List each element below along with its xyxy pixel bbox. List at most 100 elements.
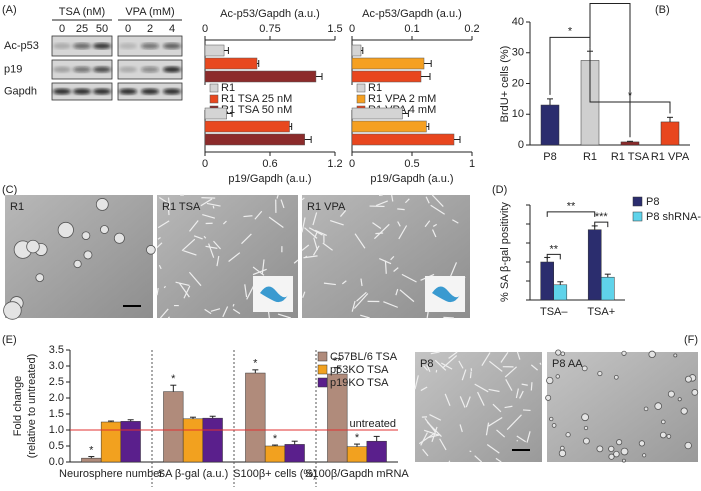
cell (642, 453, 647, 458)
cell (488, 388, 500, 393)
cell (252, 266, 265, 276)
cell (486, 443, 500, 454)
cell (495, 457, 502, 463)
cell (500, 351, 509, 363)
cell (181, 238, 196, 252)
cell (95, 198, 109, 211)
x-tick-label: 0.6 (262, 158, 277, 170)
cell (167, 316, 171, 319)
blot-band (53, 66, 71, 73)
x-tick-label: R1 (583, 151, 597, 163)
cell (430, 351, 440, 355)
y-tick-label: 0 (518, 139, 524, 151)
annotation: ** (333, 356, 342, 368)
annotation: ** (549, 243, 558, 255)
cell (515, 388, 519, 399)
cell (667, 390, 675, 398)
legend-swatch (356, 83, 366, 93)
blot-band (53, 88, 71, 95)
blot-band (53, 43, 71, 49)
y-tick-label: 2.5 (49, 376, 64, 388)
significance-bracket (546, 211, 596, 217)
cell (496, 429, 506, 438)
cell (516, 351, 521, 360)
cell (301, 197, 305, 201)
legend-swatch (356, 94, 366, 104)
cell (431, 426, 438, 443)
cell (277, 313, 292, 319)
x-tick-label: 0 (202, 23, 208, 35)
cell (546, 376, 554, 385)
y-tick-label: 40 (512, 16, 524, 28)
cell (156, 242, 163, 249)
cell (293, 259, 299, 264)
cell (81, 231, 91, 240)
cell (390, 255, 395, 261)
image-label: P8 (420, 358, 433, 370)
bar (202, 417, 223, 463)
x-axis-label: Ac-p53/Gapdh (a.u.) (220, 8, 320, 20)
bar (351, 70, 422, 83)
cell (323, 282, 336, 286)
cell (420, 432, 428, 446)
blot-band (73, 88, 91, 95)
bar (204, 44, 225, 57)
bar (264, 445, 286, 463)
cell (530, 382, 533, 391)
cell (449, 262, 458, 278)
cell (648, 350, 656, 359)
cell (434, 359, 447, 371)
x-tick-label: R1 VPA (651, 151, 690, 163)
cell (469, 371, 472, 379)
annotation: * (171, 373, 176, 385)
cell (353, 293, 369, 309)
cell (516, 435, 527, 443)
cell (620, 447, 629, 456)
y-tick-label: 3.0 (49, 360, 64, 372)
y-axis-label: % SA β-gal positivity (499, 202, 511, 302)
cell (228, 252, 241, 262)
cell (213, 240, 221, 250)
cell (268, 216, 284, 229)
cell (474, 383, 489, 393)
cell (216, 255, 220, 267)
cell (581, 413, 589, 422)
cell (521, 383, 528, 386)
cell (3, 301, 22, 320)
y-tick-label: 2.0 (49, 392, 64, 404)
cell (621, 350, 627, 356)
x-tick-label: 0 (349, 23, 355, 35)
cell (241, 233, 252, 245)
cell (312, 212, 318, 226)
cell (448, 460, 451, 463)
cell (203, 235, 207, 239)
cell (505, 379, 513, 391)
cell (159, 308, 169, 319)
cell (673, 353, 678, 358)
panel-label: (D) (492, 184, 507, 196)
cell (608, 453, 615, 460)
x-axis-label: Ac-p53/Gapdh (a.u.) (362, 8, 462, 20)
legend-label: p53KO TSA (330, 364, 389, 376)
cell (175, 281, 190, 287)
blot-band (141, 43, 159, 49)
annotation: *** (595, 211, 609, 223)
cell (360, 278, 363, 287)
cell (685, 375, 692, 383)
legend-label: C57BL/6 TSA (330, 351, 398, 363)
micrograph (5, 195, 153, 318)
bar (351, 107, 403, 120)
cell (183, 250, 197, 256)
bar (204, 70, 317, 83)
cell (204, 308, 212, 315)
cell (373, 223, 390, 240)
bar (204, 57, 258, 70)
cell (489, 360, 503, 372)
cell (551, 423, 557, 428)
cell (163, 285, 167, 289)
blot-band (119, 66, 137, 73)
significance-bracket (546, 253, 561, 260)
x-tick-label: Neurosphere number (59, 468, 163, 480)
cell (206, 202, 221, 207)
cell (442, 355, 458, 369)
